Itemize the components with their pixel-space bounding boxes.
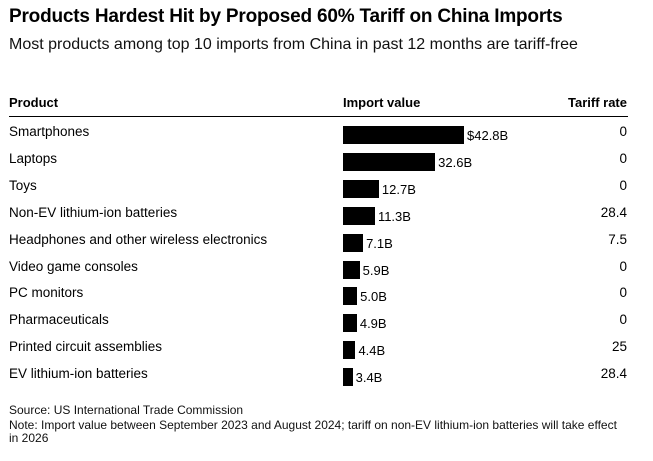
import-value-bar: [343, 368, 353, 387]
import-value-bar: [343, 260, 360, 279]
table-row: Headphones and other wireless electronic…: [0, 227, 653, 254]
header-divider: [9, 116, 628, 117]
column-header-tariff-rate: Tariff rate: [568, 95, 627, 110]
table-row: EV lithium-ion batteries 3.4B 28.4: [0, 361, 653, 388]
tariff-rate-value: 28.4: [600, 204, 627, 220]
column-header-import-value: Import value: [343, 95, 421, 110]
table-row: PC monitors 5.0B 0: [0, 280, 653, 307]
import-value-bar: [343, 152, 436, 171]
import-value-label: 4.4B: [358, 343, 386, 359]
product-label: Headphones and other wireless electronic…: [9, 231, 268, 247]
footnote: Note: Import value between September 202…: [9, 418, 617, 445]
import-value-label: 4.9B: [359, 316, 387, 332]
import-value-label: 11.3B: [377, 208, 411, 224]
import-value-label: 32.6B: [438, 154, 473, 170]
product-label: EV lithium-ion batteries: [9, 366, 148, 382]
table-row: Non-EV lithium-ion batteries 11.3B 28.4: [0, 200, 653, 227]
product-label: Pharmaceuticals: [9, 312, 109, 328]
import-value-bar: [343, 314, 357, 333]
product-label: Non-EV lithium-ion batteries: [9, 204, 178, 220]
table-row: Laptops 32.6B 0: [0, 146, 653, 173]
import-value-bar: [343, 126, 464, 144]
import-value-bar: [343, 179, 379, 198]
product-label: Smartphones: [9, 124, 90, 139]
column-header-product: Product: [9, 95, 59, 110]
tariff-rate-value: 7.5: [608, 231, 627, 247]
import-value-bar: [343, 206, 375, 225]
tariff-rate-value: 0: [619, 124, 627, 139]
table-row: Video game consoles 5.9B 0: [0, 254, 653, 281]
tariff-rate-value: 0: [619, 285, 627, 301]
import-value-label: 5.0B: [360, 289, 387, 305]
tariff-rate-value: 0: [619, 150, 627, 166]
import-value-bar: [343, 233, 364, 252]
tariff-rate-value: 25: [611, 339, 627, 355]
table-row: Smartphones $42.8B 0: [0, 119, 653, 146]
tariff-rate-value: 0: [619, 312, 627, 328]
tariff-rate-value: 0: [619, 258, 627, 274]
chart-subtitle: Most products among top 10 imports from …: [9, 36, 578, 53]
import-value-label: 12.7B: [381, 181, 416, 197]
product-label: PC monitors: [9, 285, 84, 301]
import-value-label: 3.4B: [355, 370, 383, 386]
import-value-label: $42.8B: [467, 128, 509, 143]
product-label: Laptops: [9, 150, 58, 166]
table-row: Printed circuit assemblies 4.4B 25: [0, 334, 653, 361]
import-value-label: 5.9B: [362, 262, 390, 278]
product-label: Video game consoles: [9, 258, 138, 274]
import-value-bar: [343, 341, 356, 360]
table-row: Pharmaceuticals 4.9B 0: [0, 307, 653, 334]
chart-title: Products Hardest Hit by Proposed 60% Tar…: [9, 6, 563, 27]
import-value-bar: [343, 287, 358, 306]
source-note: Source: US International Trade Commissio…: [9, 403, 244, 417]
tariff-rate-value: 28.4: [600, 366, 627, 382]
tariff-rate-value: 0: [619, 177, 627, 193]
table-row: Toys 12.7B 0: [0, 173, 653, 200]
product-label: Printed circuit assemblies: [9, 339, 163, 355]
product-label: Toys: [9, 177, 37, 193]
import-value-label: 7.1B: [366, 235, 393, 251]
